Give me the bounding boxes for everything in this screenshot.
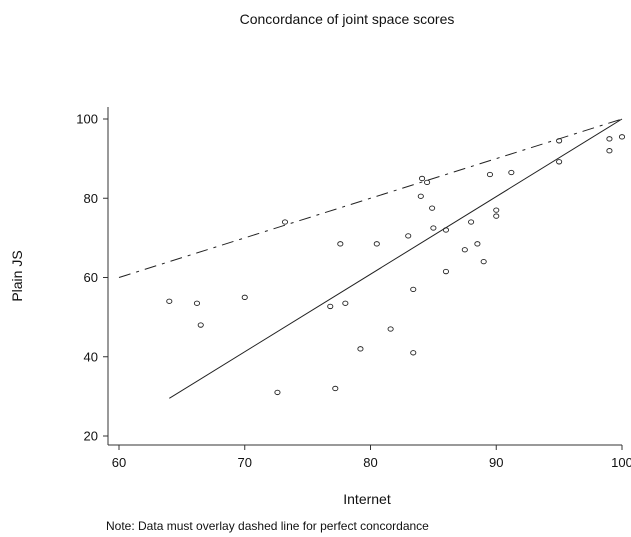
data-point	[461, 247, 468, 253]
data-point	[474, 241, 481, 247]
data-point	[556, 159, 563, 165]
data-point	[618, 134, 626, 140]
x-tick-label: 70	[238, 455, 252, 470]
data-point	[556, 138, 563, 144]
data-point	[274, 389, 281, 396]
data-point	[419, 175, 426, 182]
x-axis-ticks: 60 70 80 90 100	[112, 445, 631, 470]
y-tick-label: 80	[84, 191, 98, 206]
y-axis-label: Plain JS	[9, 250, 25, 301]
data-point	[332, 385, 339, 392]
data-point	[197, 322, 204, 328]
data-point	[486, 171, 494, 178]
data-point	[480, 258, 487, 265]
data-point	[357, 346, 364, 352]
data-point	[410, 350, 417, 356]
x-tick-label: 80	[363, 455, 377, 470]
y-tick-label: 20	[84, 429, 98, 444]
data-point	[429, 205, 436, 211]
x-tick-label: 60	[112, 455, 126, 470]
reference-lines	[118, 118, 623, 399]
data-point	[430, 225, 437, 231]
y-axis-ticks: 20 40 60 80 100	[76, 112, 108, 444]
data-point	[327, 303, 334, 310]
chart-note: Note: Data must overlay dashed line for …	[106, 519, 429, 533]
data-point	[493, 207, 500, 213]
data-point	[442, 268, 450, 275]
data-point	[468, 219, 475, 225]
data-point	[424, 179, 431, 186]
chart-title: Concordance of joint space scores	[240, 11, 455, 27]
y-tick-label: 60	[84, 270, 98, 285]
data-point	[606, 148, 613, 154]
plot-area: 20 40 60 80 100 60 70 80 90 100	[76, 107, 631, 470]
y-tick-label: 100	[76, 112, 98, 127]
data-point	[342, 300, 349, 306]
data-point	[193, 300, 201, 306]
x-axis-label: Internet	[343, 491, 391, 507]
x-tick-label: 90	[489, 455, 503, 470]
data-point	[493, 213, 500, 219]
data-points	[166, 134, 626, 396]
x-tick-label: 100	[611, 455, 631, 470]
data-point	[241, 294, 248, 300]
fit-line	[169, 118, 623, 399]
data-point	[405, 233, 412, 239]
data-point	[166, 298, 173, 304]
data-point	[387, 326, 394, 332]
data-point	[508, 169, 515, 176]
data-point	[442, 227, 450, 233]
data-point	[606, 136, 613, 142]
data-point	[410, 286, 417, 293]
data-point	[417, 193, 424, 199]
data-point	[373, 241, 380, 247]
y-tick-label: 40	[84, 349, 98, 364]
data-point	[337, 241, 344, 247]
data-point	[281, 219, 289, 225]
perfect-concordance-dashed-line	[118, 118, 623, 278]
